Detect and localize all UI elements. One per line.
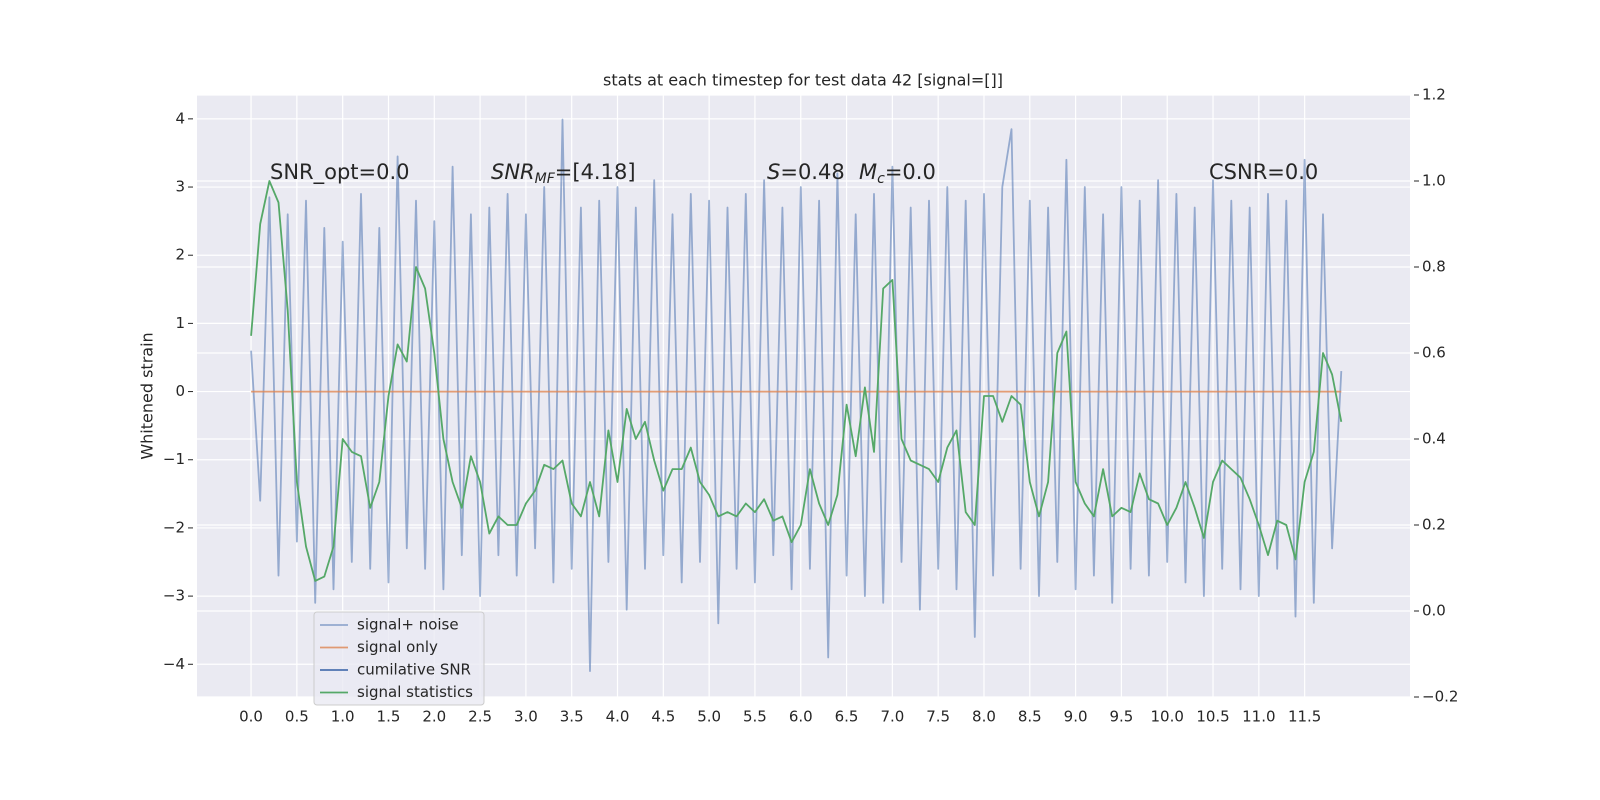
y2-tick-label: 0.4 <box>1422 430 1446 448</box>
x-tick-label: 0.5 <box>285 708 309 726</box>
legend-label: signal statistics <box>357 683 473 701</box>
annotation-subscript: c <box>877 171 885 187</box>
annotation: Mc=0.0 <box>859 160 936 187</box>
y-tick-label: −2 <box>163 518 185 536</box>
legend-label: signal only <box>357 638 438 656</box>
y2-tick-label: 0.0 <box>1422 602 1446 620</box>
legend-box <box>313 611 485 706</box>
chart-title: stats at each timestep for test data 42 … <box>603 71 1003 90</box>
x-tick-label: 11.5 <box>1288 708 1321 726</box>
marks <box>250 118 1343 672</box>
annotation: S=0.48 <box>767 160 845 184</box>
annotation-text: SNR_opt=0.0 <box>270 160 410 185</box>
y2-tick-label: 0.8 <box>1422 258 1446 276</box>
annotation-symbol: S <box>767 160 780 184</box>
annotation-value: =0.0 <box>885 160 936 184</box>
x-tick-label: 7.0 <box>880 708 904 726</box>
y-axis-label: Whitened strain <box>138 332 157 459</box>
x-tick-label: 1.5 <box>377 708 401 726</box>
annotation-value: =0.48 <box>780 160 844 184</box>
x-tick-label: 1.0 <box>331 708 355 726</box>
y-tick-label: −4 <box>163 655 185 673</box>
series-line <box>250 180 1343 582</box>
overlay: SNR_opt=0.0 SNRMF=[4.18] S=0.48 Mc=0.0 CSNR=… <box>270 160 1318 706</box>
x-tick-label: 11.0 <box>1242 708 1275 726</box>
annotation-subscript: MF <box>535 171 556 187</box>
y2-tick-label: 1.2 <box>1422 86 1446 104</box>
x-tick-label: 6.0 <box>789 708 813 726</box>
series-line <box>250 118 1343 672</box>
x-tick-label: 8.5 <box>1018 708 1042 726</box>
annotation-symbol: M <box>859 160 877 184</box>
annotation-value: =[4.18] <box>555 160 636 184</box>
x-tick-label: 4.5 <box>651 708 675 726</box>
x-tick-label: 2.0 <box>422 708 446 726</box>
y2-tick-label: 1.0 <box>1422 172 1446 190</box>
y-tick-label: 0 <box>175 382 185 400</box>
x-tick-label: 5.0 <box>697 708 721 726</box>
x-tick-label: 6.5 <box>835 708 859 726</box>
y-tick-label: −1 <box>163 450 185 468</box>
annotation: CSNR=0.0 <box>1209 160 1318 184</box>
plot-area <box>197 95 1410 697</box>
legend-label: cumilative SNR <box>357 661 471 679</box>
y2-tick-label: 0.6 <box>1422 344 1446 362</box>
x-tick-label: 2.5 <box>468 708 492 726</box>
x-tick-label: 3.5 <box>560 708 584 726</box>
x-tick-label: 9.5 <box>1109 708 1133 726</box>
annotation-text: CSNR=0.0 <box>1209 160 1318 184</box>
y-tick-label: 1 <box>175 314 185 332</box>
x-tick-label: 3.0 <box>514 708 538 726</box>
legend-label: signal+ noise <box>357 616 459 634</box>
x-tick-label: 10.5 <box>1196 708 1229 726</box>
annotation: SNRMF=[4.18] <box>491 160 636 187</box>
x-tick-label: 0.0 <box>239 708 263 726</box>
x-tick-label: 7.5 <box>926 708 950 726</box>
y2-tick-label: 0.2 <box>1422 516 1446 534</box>
annotation: SNR_opt=0.0 <box>270 160 410 185</box>
y-tick-label: 3 <box>175 178 185 196</box>
annotation-symbol: SNR <box>491 160 535 184</box>
y-tick-label: −3 <box>163 587 185 605</box>
x-tick-label: 5.5 <box>743 708 767 726</box>
y2-tick-label: −0.2 <box>1422 688 1458 706</box>
x-tick-label: 8.0 <box>972 708 996 726</box>
x-tick-label: 9.0 <box>1064 708 1088 726</box>
x-tick-label: 4.0 <box>606 708 630 726</box>
x-tick-label: 10.0 <box>1151 708 1184 726</box>
y-tick-label: 2 <box>175 246 185 264</box>
y-tick-label: 4 <box>175 109 185 127</box>
